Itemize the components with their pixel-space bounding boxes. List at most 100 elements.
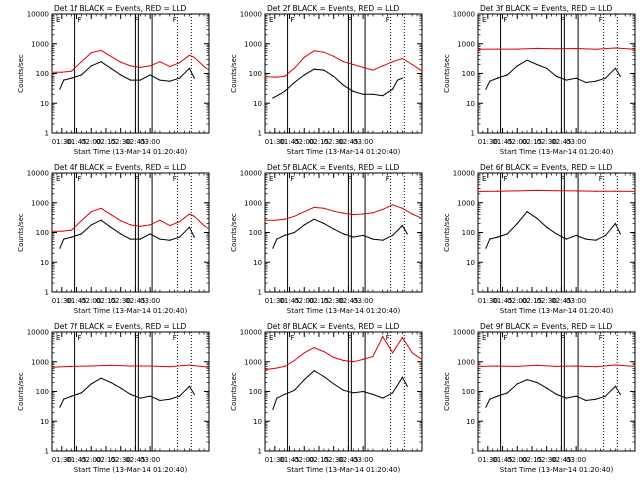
data-point-lld [303, 56, 305, 58]
data-point-lld [61, 230, 63, 232]
series-line-lld [52, 49, 210, 73]
data-point-events [401, 376, 403, 378]
data-point-events [179, 236, 181, 238]
x-tick-label: 02:15 [96, 138, 116, 146]
y-tick-label: 10000 [27, 329, 49, 337]
data-point-lld [575, 47, 577, 50]
data-point-lld [333, 55, 335, 57]
time-marker-letter: F [347, 175, 351, 183]
data-point-events [149, 74, 151, 76]
data-point-lld [169, 225, 171, 227]
time-marker-letter: F [504, 334, 508, 342]
data-point-lld [614, 190, 617, 192]
x-tick-label: 02:15 [522, 456, 542, 464]
data-point-events [352, 392, 354, 394]
data-point-events [303, 224, 305, 226]
panel-title: Det 2f BLACK = Events, RED = LLD [267, 4, 400, 13]
plot-frame [477, 331, 636, 452]
data-point-events [303, 379, 305, 381]
data-point-lld [342, 61, 345, 63]
data-point-events [63, 79, 65, 81]
x-tick-label: 02:00 [294, 297, 314, 305]
time-marker-letter: F [78, 175, 82, 183]
x-tick-label: 01:45 [279, 297, 299, 305]
y-tick-label: 100 [249, 229, 262, 237]
data-point-events [382, 397, 384, 399]
data-point-events [100, 219, 102, 221]
series-line-events [272, 370, 408, 410]
data-point-lld [159, 219, 161, 221]
x-tick-label: 02:15 [309, 297, 329, 305]
time-marker-letter: E [269, 16, 273, 24]
series-line-lld [264, 50, 423, 78]
data-point-lld [193, 215, 195, 217]
y-tick-label: 10 [40, 259, 49, 267]
data-point-events [188, 226, 190, 228]
data-point-events [362, 390, 364, 393]
y-tick-label: 10 [253, 100, 262, 108]
x-tick-label: 02:30 [537, 297, 557, 305]
x-tick-label: 01:30 [265, 138, 285, 146]
y-tick-label: 100 [249, 388, 262, 396]
y-tick-label: 10000 [27, 170, 49, 178]
data-point-lld [401, 337, 403, 339]
x-tick-label: 02:00 [81, 138, 101, 146]
data-point-events [372, 393, 374, 395]
data-point-events [406, 385, 408, 387]
data-point-lld [274, 76, 276, 78]
data-point-events [159, 238, 161, 240]
data-point-events [506, 392, 508, 394]
x-axis-label: Start Time (13-Mar-14 01:20:40) [287, 307, 401, 315]
data-point-events [555, 393, 558, 395]
data-point-lld [110, 214, 112, 216]
data-point-lld [372, 69, 374, 71]
data-point-events [352, 90, 354, 92]
data-point-events [362, 93, 364, 95]
time-marker-letter: E [269, 334, 273, 342]
time-marker-letter: F [386, 16, 390, 24]
data-point-lld [264, 75, 266, 77]
x-tick-label: 02:30 [111, 297, 131, 305]
y-tick-label: 10 [253, 259, 262, 267]
y-tick-label: 10000 [453, 170, 475, 178]
time-marker-letter: F [347, 16, 351, 24]
data-point-events [149, 233, 151, 235]
data-point-events [129, 238, 132, 240]
data-point-lld [208, 69, 210, 71]
data-point-lld [203, 66, 205, 68]
x-tick-label: 02:15 [96, 456, 116, 464]
data-point-events [159, 79, 161, 81]
x-tick-label: 01:30 [265, 456, 285, 464]
data-point-events [595, 398, 597, 400]
y-tick-label: 10 [466, 418, 475, 426]
x-tick-label: 02:45 [338, 456, 358, 464]
time-marker-letter: F [173, 334, 177, 342]
data-point-events [293, 231, 295, 234]
time-marker-letter: E [56, 334, 60, 342]
data-point-events [179, 395, 181, 397]
data-point-events [120, 233, 122, 235]
detector-panel-5: Det 5f BLACK = Events, RED = LLD 1 10 100 10… [230, 163, 423, 315]
plot-frame [51, 331, 210, 452]
time-marker-letter: F [78, 334, 82, 342]
data-point-events [293, 389, 295, 391]
data-point-events [585, 238, 587, 240]
data-point-events [59, 88, 61, 90]
time-marker-letter: E [482, 334, 486, 342]
x-tick-label: 02:45 [551, 456, 571, 464]
x-tick-label: 02:15 [309, 138, 329, 146]
series-line-lld [264, 335, 423, 370]
data-point-events [497, 395, 499, 397]
time-marker-letter: F [173, 175, 177, 183]
data-point-lld [80, 220, 82, 222]
data-point-lld [411, 352, 413, 354]
x-tick-label: 01:45 [279, 138, 299, 146]
detector-panel-6: Det 6f BLACK = Events, RED = LLD 1 10 100 10… [443, 163, 636, 315]
data-point-events [323, 69, 325, 71]
series-line-events [485, 211, 621, 249]
x-tick-label: 03:00 [353, 138, 373, 146]
x-tick-label: 01:30 [52, 297, 72, 305]
data-point-events [193, 393, 195, 395]
detector-panel-4: Det 4f BLACK = Events, RED = LLD 1 10 100 10… [17, 163, 210, 315]
panel-title: Det 8f BLACK = Events, RED = LLD [267, 322, 400, 331]
